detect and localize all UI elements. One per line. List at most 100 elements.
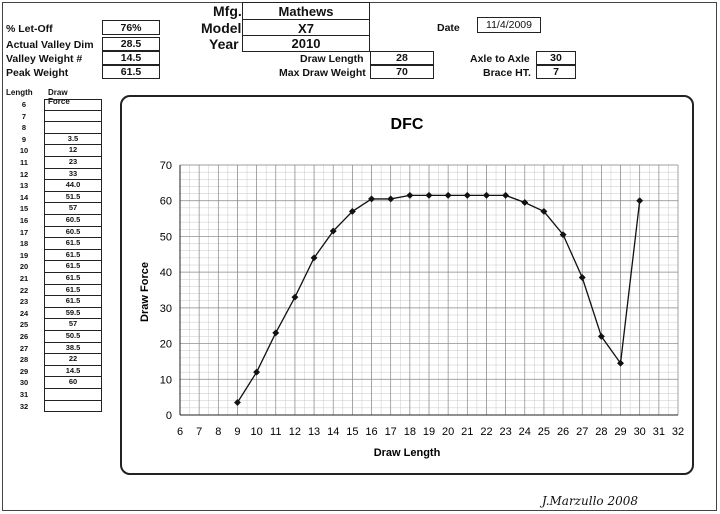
x-tick-label: 25 <box>538 426 550 438</box>
draw-force-cell[interactable]: 3.5 <box>44 133 102 146</box>
x-tick-label: 10 <box>250 426 262 438</box>
data-point <box>348 207 356 215</box>
length-header: Length <box>6 88 33 97</box>
table-row: 7 <box>4 110 102 123</box>
table-row: 19 61.5 <box>4 249 102 262</box>
length-cell: 25 <box>19 320 29 330</box>
x-tick-label: 12 <box>289 426 301 438</box>
table-row: 25 57 <box>4 319 102 331</box>
draw-force-cell[interactable] <box>44 400 102 413</box>
y-tick-label: 60 <box>160 196 172 208</box>
draw-force-cell[interactable] <box>44 110 102 123</box>
draw-force-cell[interactable]: 22 <box>44 354 102 366</box>
draw-force-cell[interactable] <box>44 99 102 111</box>
draw-force-cell[interactable]: 23 <box>44 157 102 169</box>
max-draw-weight-field[interactable]: 70 <box>370 65 434 79</box>
x-tick-label: 8 <box>215 426 221 438</box>
x-tick-label: 7 <box>196 426 202 438</box>
table-row: 17 60.5 <box>4 226 102 239</box>
year-field[interactable]: 2010 <box>242 35 370 52</box>
draw-force-cell[interactable]: 61.5 <box>44 238 102 250</box>
draw-force-cell[interactable]: 60 <box>44 377 102 389</box>
draw-force-cell[interactable]: 12 <box>44 145 102 157</box>
draw-force-cell[interactable]: 60.5 <box>44 226 102 239</box>
axle-field[interactable]: 30 <box>536 51 576 65</box>
length-cell: 27 <box>19 343 29 353</box>
draw-force-cell[interactable]: 57 <box>44 203 102 215</box>
draw-force-line <box>236 194 641 403</box>
draw-force-cell[interactable]: 14.5 <box>44 365 102 378</box>
draw-force-cell[interactable]: 61.5 <box>44 284 102 297</box>
data-point <box>636 197 644 205</box>
peak-weight-field[interactable]: 61.5 <box>102 65 160 79</box>
draw-force-cell[interactable]: 33 <box>44 168 102 181</box>
length-cell: 22 <box>19 285 29 295</box>
brace-field[interactable]: 7 <box>536 65 576 79</box>
length-cell: 14 <box>19 192 29 202</box>
valley-weight-field[interactable]: 14.5 <box>102 51 160 65</box>
signature: J.Marzullo 2008 <box>541 494 638 508</box>
draw-force-cell[interactable]: 44.0 <box>44 180 102 192</box>
mfg-field[interactable]: Mathews <box>242 2 370 20</box>
date-field[interactable]: 11/4/2009 <box>477 17 541 33</box>
table-row: 15 57 <box>4 203 102 215</box>
draw-force-cell[interactable]: 38.5 <box>44 342 102 355</box>
table-row: 23 61.5 <box>4 296 102 308</box>
table-row: 13 44.0 <box>4 180 102 192</box>
valley-weight-label: Valley Weight # <box>6 53 83 65</box>
draw-force-cell[interactable]: 59.5 <box>44 307 102 320</box>
length-cell: 28 <box>19 355 29 365</box>
draw-force-cell[interactable]: 61.5 <box>44 261 102 273</box>
data-point <box>291 293 299 301</box>
x-tick-label: 24 <box>519 426 531 438</box>
x-tick-label: 23 <box>499 426 511 438</box>
let-off-label: % Let-Off <box>6 23 53 35</box>
length-cell: 13 <box>19 181 29 191</box>
draw-force-cell[interactable]: 61.5 <box>44 296 102 308</box>
x-tick-label: 20 <box>442 426 454 438</box>
data-point <box>463 191 471 199</box>
table-body: 6 7 8 9 3.5 10 12 11 23 12 33 13 44.0 14 51.5 15 57 16 60.… <box>4 99 104 419</box>
y-tick-label: 10 <box>160 374 172 386</box>
x-tick-label: 13 <box>308 426 320 438</box>
length-cell: 18 <box>19 239 29 249</box>
y-tick-label: 70 <box>160 160 172 172</box>
draw-force-cell[interactable] <box>44 389 102 401</box>
let-off-field[interactable]: 76% <box>102 20 160 35</box>
draw-force-cell[interactable]: 61.5 <box>44 273 102 285</box>
date-label: Date <box>437 22 460 34</box>
x-tick-label: 19 <box>423 426 435 438</box>
draw-force-cell[interactable]: 60.5 <box>44 215 102 227</box>
table-row: 16 60.5 <box>4 215 102 227</box>
draw-force-header: Draw Force <box>48 88 70 106</box>
chart-series <box>233 191 644 407</box>
data-point <box>616 359 625 367</box>
table-row: 11 23 <box>4 157 102 169</box>
draw-length-field[interactable]: 28 <box>370 51 434 65</box>
draw-force-cell[interactable]: 61.5 <box>44 249 102 262</box>
draw-force-cell[interactable]: 57 <box>44 319 102 331</box>
y-tick-label: 0 <box>166 410 172 422</box>
length-cell: 10 <box>19 146 29 156</box>
x-tick-label: 22 <box>480 426 492 438</box>
draw-force-cell[interactable]: 50.5 <box>44 331 102 343</box>
actual-valley-field[interactable]: 28.5 <box>102 37 160 51</box>
peak-weight-label: Peak Weight <box>6 67 69 79</box>
y-tick-label: 20 <box>160 339 172 351</box>
table-row: 10 12 <box>4 145 102 157</box>
data-point <box>502 191 510 199</box>
length-cell: 6 <box>21 100 27 109</box>
x-tick-label: 30 <box>634 426 646 438</box>
data-point <box>540 207 548 215</box>
length-cell: 9 <box>21 134 27 144</box>
length-cell: 19 <box>19 250 29 260</box>
draw-force-cell[interactable]: 51.5 <box>44 191 102 204</box>
actual-valley-label: Actual Valley Dim <box>6 39 94 51</box>
length-cell: 15 <box>19 204 29 214</box>
x-tick-label: 26 <box>557 426 569 438</box>
draw-force-cell[interactable] <box>44 122 102 134</box>
x-tick-label: 15 <box>346 426 358 438</box>
table-row: 27 38.5 <box>4 342 102 355</box>
table-row: 8 <box>4 122 102 134</box>
data-point <box>367 195 376 203</box>
